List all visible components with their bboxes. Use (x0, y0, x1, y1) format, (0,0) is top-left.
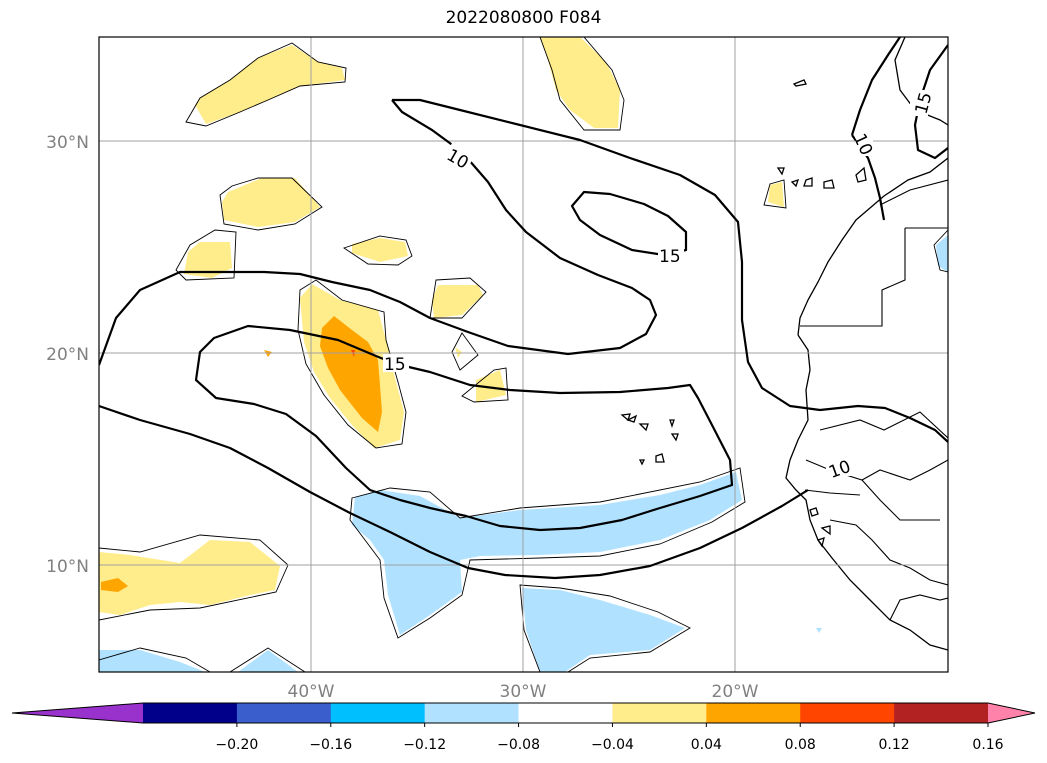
colorbar-tick-label: 0.04 (691, 737, 722, 753)
colorbar-extend-high (988, 703, 1035, 723)
colorbar-segment (236, 703, 332, 723)
shade-pos-c-4 (768, 182, 784, 207)
colorbar-segment (424, 703, 520, 723)
country-borders (800, 179, 948, 621)
contour-15-ne (913, 44, 948, 160)
contour-label-15-c: 15 (912, 90, 937, 116)
coast-cv-6 (655, 453, 665, 463)
coast-canary-2 (790, 178, 800, 188)
colorbar-tick-label: 0.08 (785, 737, 816, 753)
shade-pos-nw-2 (222, 178, 320, 227)
colorbar-outline (11, 702, 1036, 724)
coast-canary-5 (855, 166, 867, 183)
coast-sahara (785, 334, 948, 651)
colorbar-tick-label: −0.16 (309, 737, 352, 753)
coast-morocco (797, 157, 948, 336)
coast-cv-2 (638, 423, 649, 432)
shade-neg-sw-2 (238, 650, 298, 672)
contour-10-north-2 (99, 99, 658, 366)
colorbar-tick-label: −0.12 (403, 737, 446, 753)
colorbar-tick-label: 0.16 (972, 737, 1003, 753)
shade-mid-sw (101, 578, 128, 592)
shade-neg-sw (99, 650, 205, 672)
colorbar-tick-label: −0.08 (497, 737, 540, 753)
contour-label-10-a: 10 (443, 145, 472, 173)
coastlines (620, 37, 948, 651)
lon-label-30w: 30°W (500, 682, 547, 702)
colorbar-segment (143, 703, 238, 723)
contour-10-south (99, 404, 809, 580)
colorbar-segment (518, 703, 613, 723)
lon-labels: 40°W 30°W 20°W (288, 682, 759, 702)
map-frame (98, 36, 949, 673)
coast-cv-1 (620, 413, 631, 422)
colorbar: −0.20 −0.16 −0.12 −0.08 −0.04 0.04 0.08 0.12 0.1… (11, 702, 1036, 753)
shade-neg-e (936, 235, 948, 272)
colorbar-segment (612, 703, 707, 723)
positive-shading (99, 37, 784, 615)
colorbar-tick-label: −0.04 (591, 737, 634, 753)
shade-pos-sw (99, 540, 280, 615)
contour-15-main (194, 324, 734, 532)
shading-boundaries (99, 37, 948, 672)
lat-label-30n: 30°N (46, 133, 89, 153)
contour-labels: 10 15 10 15 15 10 (383, 90, 937, 483)
coast-canary-1 (776, 167, 785, 176)
shade-pos-nw-3 (352, 238, 408, 262)
shade-pos-nw-1 (195, 45, 345, 124)
contour-10-ne-2 (850, 37, 901, 136)
coast-cv-4 (670, 433, 679, 442)
coast-cv-5 (638, 459, 646, 466)
shade-neg-dot (816, 628, 822, 633)
contour-label-15-b: 15 (384, 355, 406, 375)
colorbar-segment (330, 703, 426, 723)
coast-cv-7 (626, 414, 638, 423)
map-area (99, 37, 948, 672)
gridlines (99, 37, 948, 672)
contour-label-15-a: 15 (659, 247, 681, 267)
colorbar-tick-label: 0.12 (879, 737, 910, 753)
shade-pos-c-1 (432, 285, 483, 318)
shade-pos-nw-4 (184, 242, 232, 278)
coast-iberia (894, 37, 948, 126)
lat-label-20n: 20°N (46, 345, 89, 365)
shade-pos-n-1 (540, 37, 620, 128)
colorbar-segment (894, 703, 989, 723)
coast-madeira (792, 79, 807, 87)
contour-10-north (392, 98, 948, 443)
shade-mid-main (320, 316, 382, 432)
lon-label-40w: 40°W (288, 682, 335, 702)
colorbar-segment (706, 703, 801, 723)
colorbar-extend-low (12, 703, 143, 723)
colorbar-tick-label: −0.20 (215, 737, 258, 753)
lon-label-20w: 20°W (712, 682, 759, 702)
lat-labels: 30°N 20°N 10°N (46, 133, 89, 577)
coast-canary-3 (803, 177, 813, 187)
coast-bijagos (809, 507, 831, 548)
colorbar-segment (800, 703, 895, 723)
positive-strong-shading (101, 316, 382, 592)
coast-canary-4 (823, 179, 835, 189)
lat-label-10n: 10°N (46, 557, 89, 577)
map-title: 2022080800 F084 (445, 8, 602, 28)
contour-lines (99, 37, 948, 580)
shade-neg-s (522, 588, 685, 672)
coast-cv-3 (669, 419, 675, 429)
